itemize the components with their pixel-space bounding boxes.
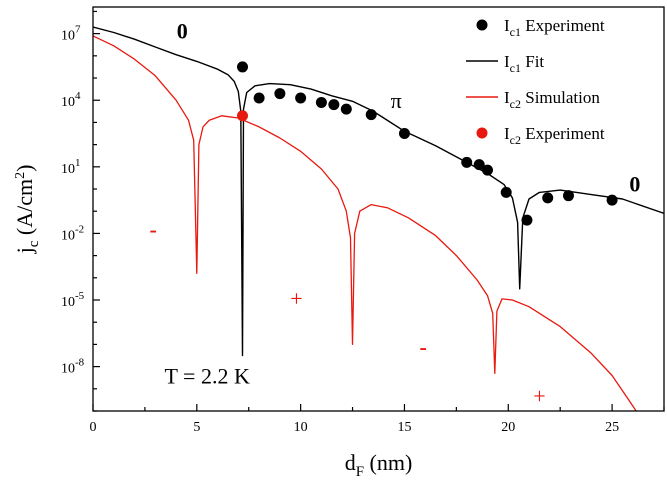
data-point	[236, 61, 248, 73]
plot-frame	[92, 6, 665, 412]
x-tick-label: 10	[294, 420, 308, 435]
annotation-layer: 0 π 0 - + - + T = 2.2 K	[150, 18, 641, 408]
y-tick-exponent: -8	[75, 357, 85, 369]
data-point	[365, 109, 377, 121]
data-point	[328, 99, 340, 111]
legend-label-sub: c1	[510, 61, 521, 75]
legend-label-main: I	[504, 124, 510, 143]
x-label-unit: (nm)	[364, 450, 412, 475]
y-axis-label: jc (A/cm2)	[12, 165, 42, 255]
legend-label: Ic2 Experiment	[504, 124, 605, 147]
series-line	[93, 35, 637, 411]
y-tick-base: 10	[61, 95, 75, 110]
y-tick-base: 10	[61, 362, 75, 377]
annotation-label: 0	[177, 18, 188, 43]
data-point	[461, 156, 473, 168]
legend-label-rest: Experiment	[521, 16, 605, 35]
y-tick-label: 10-5	[61, 290, 85, 310]
data-point	[473, 159, 485, 171]
annotation-label: -	[419, 335, 426, 360]
legend-label-rest: Experiment	[521, 124, 605, 143]
y-tick-label: 101	[61, 157, 81, 177]
y-tick-label: 10-2	[61, 223, 84, 243]
y-label-unit: (A/cm	[12, 179, 37, 241]
x-tick-label: 20	[501, 420, 515, 435]
legend-label-main: I	[504, 52, 510, 71]
y-tick-label: 10-8	[61, 357, 85, 377]
data-point	[236, 110, 248, 122]
x-tick-label: 15	[397, 420, 411, 435]
data-point	[315, 96, 327, 108]
annotation-label: +	[533, 383, 545, 408]
y-label-sub: c	[26, 240, 42, 247]
legend-label: Ic1 Fit	[504, 52, 544, 75]
series-line	[93, 26, 664, 357]
y-label-main: j	[12, 247, 37, 254]
x-label-main: d	[345, 450, 356, 475]
y-label-unit-sup: 2	[13, 172, 28, 179]
annotation-label: -	[150, 217, 157, 242]
series-layer	[93, 26, 664, 411]
data-point	[274, 88, 286, 100]
data-point	[606, 194, 618, 206]
data-point	[521, 214, 533, 226]
x-tick-label: 0	[90, 420, 97, 435]
data-point	[253, 92, 265, 104]
data-point	[398, 128, 410, 140]
y-tick-base: 10	[61, 162, 75, 177]
legend-label-sub: c1	[510, 25, 521, 39]
annotation-label: T = 2.2 K	[165, 363, 250, 388]
legend-label: Ic1 Experiment	[504, 16, 605, 39]
legend-label-main: I	[504, 88, 510, 107]
y-tick-exponent: 7	[75, 24, 81, 36]
y-tick-exponent: 4	[75, 90, 81, 102]
y-tick-exponent: -5	[75, 290, 85, 302]
annotation-label: π	[391, 88, 402, 113]
legend-label-rest: Fit	[521, 52, 544, 71]
x-label-sub: F	[356, 464, 364, 480]
legend-label: Ic2 Simulation	[504, 88, 600, 111]
legend-label-sub: c2	[510, 97, 521, 111]
x-axis-label: dF (nm)	[345, 450, 413, 480]
y-tick-label: 107	[61, 24, 81, 44]
legend-label-main: I	[504, 16, 510, 35]
data-point	[500, 186, 512, 198]
y-tick-exponent: 1	[75, 157, 81, 169]
y-label-unit-close: )	[12, 165, 37, 172]
y-tick-label: 104	[61, 90, 81, 110]
annotation-label: +	[290, 286, 302, 311]
data-point	[562, 190, 574, 202]
data-point	[295, 92, 307, 104]
data-point	[482, 164, 494, 176]
y-tick-base: 10	[61, 228, 75, 243]
annotation-label: 0	[629, 171, 640, 196]
data-point	[340, 103, 352, 115]
y-tick-exponent: -2	[75, 223, 84, 235]
y-tick-base: 10	[61, 295, 75, 310]
x-tick-label: 25	[605, 420, 619, 435]
data-point	[542, 192, 554, 204]
x-tick-label: 5	[193, 420, 200, 435]
legend-marker	[476, 19, 488, 31]
y-tick-base: 10	[61, 29, 75, 44]
legend-label-sub: c2	[510, 133, 521, 147]
legend-label-rest: Simulation	[521, 88, 600, 107]
legend-marker	[476, 127, 488, 139]
